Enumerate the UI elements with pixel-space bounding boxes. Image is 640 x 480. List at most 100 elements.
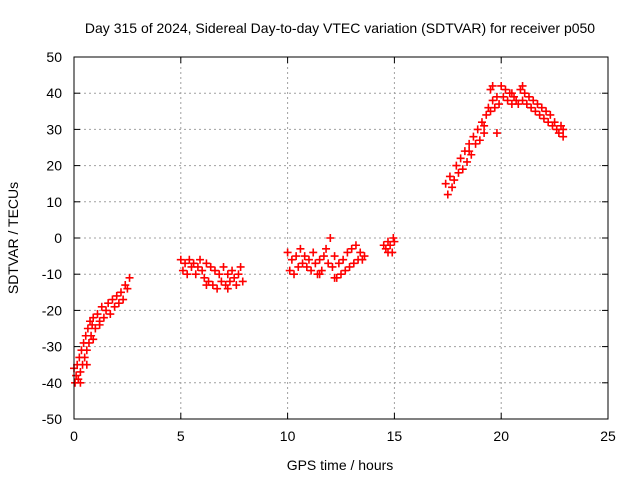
y-tick-label: -20	[42, 302, 62, 318]
data-point-plus-marker	[471, 139, 480, 148]
data-point-plus-marker	[339, 255, 348, 264]
data-point-plus-marker	[518, 81, 527, 90]
data-point-plus-marker	[529, 96, 538, 105]
data-point-plus-marker	[559, 132, 568, 141]
data-point-plus-marker	[450, 176, 459, 185]
data-point-plus-marker	[518, 96, 527, 105]
data-point-plus-marker	[309, 248, 318, 257]
data-point-plus-marker	[550, 118, 559, 127]
data-point-plus-marker	[83, 324, 92, 333]
data-point-plus-marker	[454, 168, 463, 177]
data-point-plus-marker	[326, 234, 335, 242]
y-tick-label: 10	[46, 194, 62, 210]
data-point-plus-marker	[287, 255, 296, 264]
data-point-plus-marker	[458, 165, 467, 174]
data-point-plus-marker	[535, 110, 544, 119]
data-point-plus-marker	[334, 259, 343, 268]
data-point-plus-marker	[328, 262, 337, 271]
data-point-plus-marker	[542, 107, 551, 116]
data-point-plus-marker	[539, 114, 548, 123]
data-point-plus-marker	[193, 262, 202, 271]
data-point-plus-marker	[388, 248, 397, 257]
data-point-plus-marker	[198, 266, 207, 275]
data-point-plus-marker	[110, 302, 119, 311]
data-point-plus-marker	[232, 281, 241, 290]
data-point-plus-marker	[389, 234, 398, 242]
data-point-plus-marker	[497, 81, 506, 90]
data-point-plus-marker	[91, 324, 100, 333]
data-point-plus-marker	[537, 103, 546, 112]
data-point-plus-marker	[200, 273, 209, 282]
data-point-plus-marker	[307, 266, 316, 275]
data-point-plus-marker	[448, 183, 457, 192]
data-point-plus-marker	[225, 277, 234, 286]
data-point-plus-marker	[495, 100, 504, 109]
data-point-plus-marker	[99, 313, 108, 322]
data-point-plus-marker	[206, 262, 215, 271]
data-point-plus-marker	[217, 277, 226, 286]
data-point-plus-marker	[488, 81, 497, 90]
data-point-plus-marker	[102, 306, 111, 315]
data-point-plus-marker	[223, 284, 232, 293]
data-point-plus-marker	[315, 270, 324, 279]
data-point-plus-marker	[315, 255, 324, 264]
data-point-plus-marker	[76, 367, 85, 376]
x-tick-label: 20	[493, 428, 509, 444]
data-point-plus-marker	[490, 103, 499, 112]
data-point-plus-marker	[520, 89, 529, 98]
data-point-plus-marker	[531, 107, 540, 116]
data-point-plus-marker	[80, 353, 89, 362]
data-point-plus-marker	[356, 248, 365, 257]
data-point-plus-marker	[112, 291, 121, 300]
y-tick-label: -50	[42, 411, 62, 427]
x-tick-label: 15	[387, 428, 403, 444]
data-point-plus-marker	[215, 270, 224, 279]
data-point-plus-marker	[475, 136, 484, 145]
data-point-plus-marker	[76, 378, 85, 387]
data-point-plus-marker	[82, 346, 91, 355]
y-axis-label: SDTVAR / TECUs	[5, 182, 21, 294]
y-tick-label: -10	[42, 266, 62, 282]
data-point-plus-marker	[84, 338, 93, 347]
data-point-plus-marker	[522, 100, 531, 109]
data-point-plus-marker	[322, 244, 331, 253]
data-point-plus-marker	[213, 284, 222, 293]
data-point-plus-marker	[285, 266, 294, 275]
data-point-plus-marker	[210, 266, 219, 275]
data-point-plus-marker	[343, 248, 352, 257]
data-point-plus-marker	[360, 252, 369, 261]
data-points	[70, 81, 568, 387]
x-tick-label: 0	[70, 428, 78, 444]
data-point-plus-marker	[183, 270, 192, 279]
data-point-plus-marker	[191, 270, 200, 279]
data-point-plus-marker	[503, 96, 512, 105]
data-point-plus-marker	[202, 259, 211, 268]
data-point-plus-marker	[234, 270, 243, 279]
x-tick-label: 5	[177, 428, 185, 444]
data-point-plus-marker	[202, 281, 211, 290]
data-point-plus-marker	[492, 129, 501, 138]
data-point-plus-marker	[104, 299, 113, 308]
data-point-plus-marker	[501, 85, 510, 94]
data-point-plus-marker	[119, 295, 128, 304]
data-point-plus-marker	[219, 262, 228, 271]
data-point-plus-marker	[238, 277, 247, 286]
data-point-plus-marker	[82, 360, 91, 369]
data-point-plus-marker	[559, 125, 568, 134]
data-point-plus-marker	[330, 273, 339, 282]
data-point-plus-marker	[294, 262, 303, 271]
y-tick-label: -40	[42, 375, 62, 391]
data-point-plus-marker	[445, 172, 454, 181]
data-point-plus-marker	[441, 179, 450, 188]
data-point-plus-marker	[383, 237, 392, 246]
data-point-plus-marker	[292, 252, 301, 261]
y-tick-label: 40	[46, 85, 62, 101]
data-point-plus-marker	[125, 273, 134, 282]
data-point-plus-marker	[499, 92, 508, 101]
data-point-plus-marker	[196, 255, 205, 264]
data-point-plus-marker	[236, 262, 245, 271]
data-point-plus-marker	[181, 259, 190, 268]
data-point-plus-marker	[223, 270, 232, 279]
